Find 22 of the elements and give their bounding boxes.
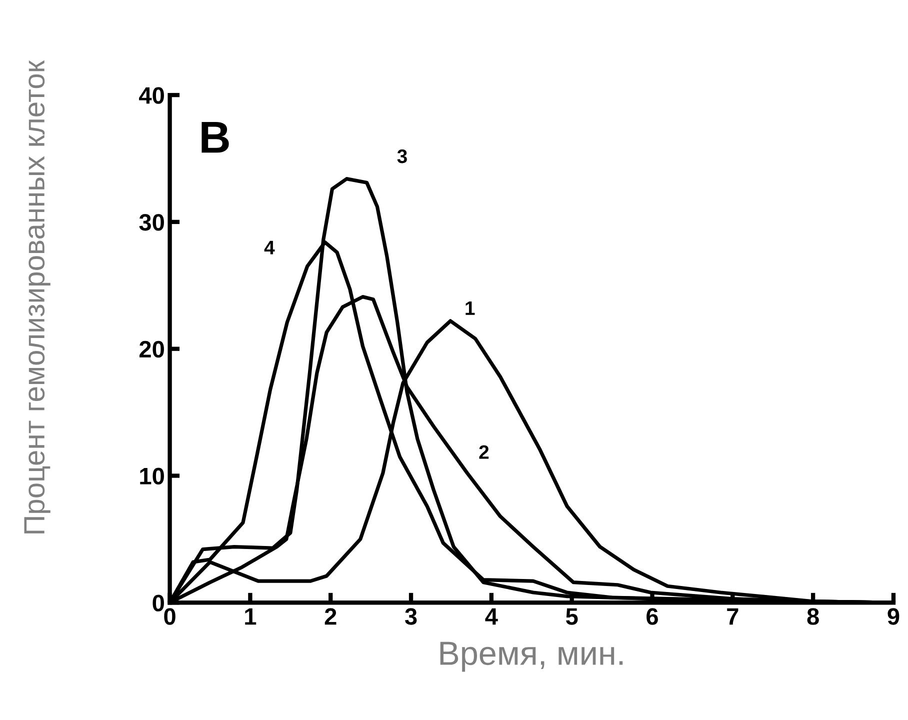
x-axis-title: Время, мин. — [440, 642, 623, 672]
y-tick-label: 40 — [139, 87, 164, 104]
x-tick-label: 9 — [888, 608, 900, 625]
x-tick-label: 6 — [646, 608, 658, 625]
series-label: 3 — [397, 149, 407, 164]
series-label: 4 — [264, 240, 275, 254]
x-tick-label: 4 — [485, 608, 498, 625]
y-tick-label: 0 — [152, 594, 164, 612]
x-tick-label: 8 — [807, 608, 819, 625]
y-tick-label: 10 — [140, 468, 164, 485]
x-tick-label: 3 — [405, 608, 417, 625]
y-axis-title: Процент гемолизированных клеток — [24, 60, 50, 534]
x-tick-label: 7 — [727, 608, 738, 625]
x-tick-label: 1 — [245, 608, 256, 625]
x-tick-label: 2 — [324, 608, 336, 625]
series-label: 2 — [479, 445, 489, 459]
chart-title: В — [202, 122, 229, 153]
y-tick-label: 20 — [139, 340, 164, 358]
series-label: 1 — [466, 301, 475, 315]
y-tick-label: 30 — [139, 214, 164, 231]
x-tick-label: 0 — [164, 608, 176, 625]
x-tick-label: 5 — [566, 608, 578, 625]
